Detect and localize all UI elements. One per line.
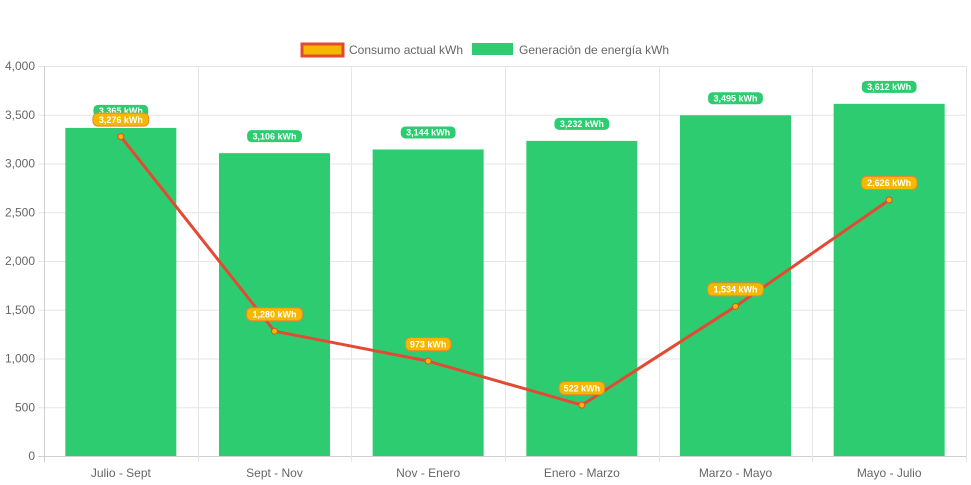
line-point: [885, 196, 893, 204]
bar: [219, 153, 330, 457]
bar-data-label: 3,612 kWh: [867, 82, 911, 92]
x-tick-label: Julio - Sept: [91, 466, 152, 480]
bar: [833, 103, 945, 456]
y-tick-label: 3,500: [5, 108, 35, 122]
bar: [526, 140, 638, 456]
line-point: [424, 357, 432, 365]
line-data-label-bg: [558, 381, 606, 396]
legend-swatch-consumo: [300, 42, 345, 58]
x-tick-label: Mayo - Julio: [857, 466, 922, 480]
x-tick-label: Nov - Enero: [396, 466, 460, 480]
bar-data-label: 3,365 kWh: [99, 106, 143, 116]
bar-data-label-bg: [246, 129, 303, 144]
x-tick-label: Sept - Nov: [246, 466, 303, 480]
bar-data-label-bg: [553, 116, 611, 131]
y-tick-label: 2,000: [5, 254, 35, 268]
legend-label-generacion: Generación de energía kWh: [519, 43, 669, 57]
line-point: [117, 133, 125, 141]
bar-data-label: 3,144 kWh: [406, 128, 450, 138]
y-tick-label: 2,500: [5, 205, 35, 219]
line-data-label: 522 kWh: [564, 383, 601, 393]
line-point: [271, 327, 278, 335]
x-tick-label: Enero - Marzo: [544, 466, 620, 480]
bar-data-label-bg: [399, 125, 457, 140]
line-data-label-bg: [404, 337, 452, 352]
x-tick-label: Marzo - Mayo: [699, 466, 773, 480]
y-tick-label: 0: [28, 449, 35, 463]
legend-swatch-generacion: [472, 43, 513, 55]
bar: [372, 149, 484, 456]
bar-data-label: 3,495 kWh: [713, 93, 757, 103]
bar-data-label: 3,232 kWh: [560, 119, 604, 129]
bar-data-label: 3,106 kWh: [252, 131, 296, 141]
line-data-label: 1,280 kWh: [252, 309, 296, 319]
bar-data-label-bg: [860, 79, 918, 94]
bar: [65, 127, 177, 456]
line-data-label: 1,534 kWh: [713, 285, 757, 295]
line-data-label: 3,276 kWh: [99, 115, 143, 125]
line-data-label-bg: [707, 282, 764, 297]
line-point: [578, 401, 586, 409]
y-tick-label: 1,500: [5, 303, 35, 317]
line-data-label-bg: [860, 175, 918, 190]
line-data-label-bg: [92, 112, 150, 127]
y-tick-label: 500: [15, 400, 35, 414]
y-tick-label: 3,000: [5, 157, 35, 171]
line-data-label: 2,626 kWh: [867, 178, 911, 188]
line-data-label-bg: [246, 307, 303, 322]
line-point: [732, 302, 739, 310]
y-tick-label: 4,000: [5, 59, 35, 73]
legend-label-consumo: Consumo actual kWh: [349, 43, 463, 57]
bar-data-label-bg: [707, 91, 764, 106]
line-data-label: 973 kWh: [410, 339, 447, 349]
y-tick-label: 1,000: [5, 352, 35, 366]
